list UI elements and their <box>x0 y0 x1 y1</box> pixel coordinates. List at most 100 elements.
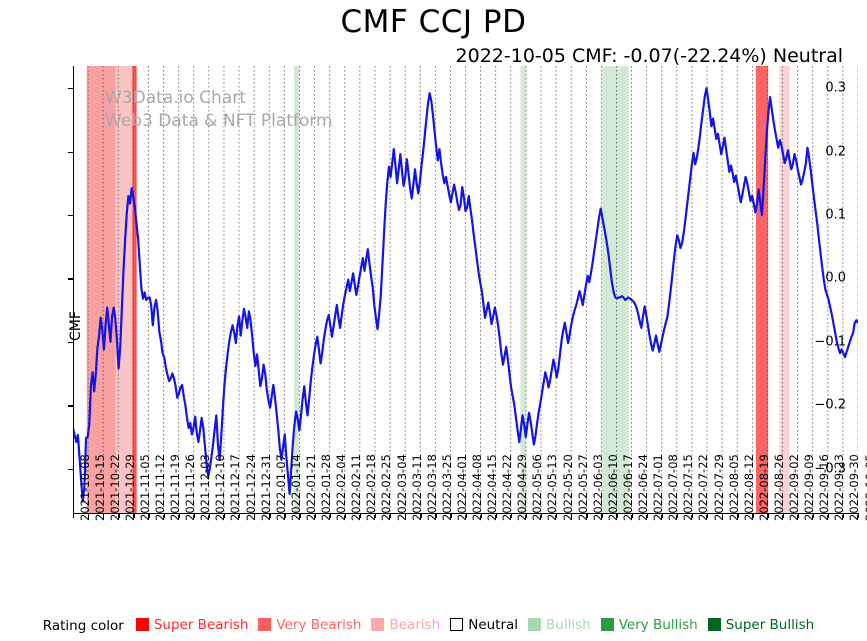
x-tick-label: 2022-08-12 <box>741 454 756 521</box>
x-tick-label: 2022-02-25 <box>379 454 394 521</box>
x-tick-label: 2021-12-24 <box>243 454 258 521</box>
legend-item[interactable]: Very Bullish <box>600 616 698 633</box>
legend-item-label: Super Bearish <box>153 616 249 633</box>
x-tick-label: 2021-10-08 <box>77 454 92 521</box>
y-tick-label: −0.1 <box>814 334 846 350</box>
y-axis-spine <box>73 66 75 513</box>
chart-subtitle-readout: 2022-10-05 CMF: -0.07(-22.24%) Neutral <box>455 45 843 67</box>
y-tick-label: 0.1 <box>825 207 846 223</box>
x-tick-mark <box>420 513 422 518</box>
x-tick-mark <box>344 513 347 518</box>
x-tick-label: 2022-06-17 <box>620 454 635 521</box>
x-tick-mark <box>691 513 694 518</box>
x-tick-mark <box>299 513 301 518</box>
x-tick-mark <box>193 513 196 518</box>
x-tick-mark <box>435 513 437 518</box>
y-tick-label: 0.0 <box>825 270 846 286</box>
x-tick-mark <box>676 513 679 518</box>
x-tick-mark <box>601 513 603 518</box>
x-tick-mark <box>239 513 241 518</box>
legend-item[interactable]: Bearish <box>371 617 440 633</box>
x-tick-label: 2022-06-03 <box>590 454 605 521</box>
x-tick-mark <box>782 513 784 518</box>
x-tick-label: 2022-08-05 <box>726 454 741 521</box>
x-tick-mark <box>254 513 256 518</box>
x-tick-mark <box>450 513 452 518</box>
legend-swatch-icon <box>707 618 721 632</box>
x-tick-mark <box>556 513 558 518</box>
y-tick-mark <box>68 468 73 470</box>
x-tick-mark <box>284 513 286 518</box>
rating-color-legend: Rating color Super Bearish Very Bearish Be… <box>0 613 867 639</box>
x-tick-mark <box>390 513 392 518</box>
x-tick-mark <box>858 513 860 518</box>
legend-item-label: Very Bearish <box>276 616 362 633</box>
legend-item[interactable]: Super Bullish <box>707 617 814 633</box>
x-tick-label: 2022-03-04 <box>394 454 409 521</box>
x-tick-mark <box>133 513 135 518</box>
x-tick-label: 2022-06-24 <box>636 454 651 521</box>
x-tick-mark <box>480 513 482 518</box>
x-tick-label: 2022-05-27 <box>575 454 590 521</box>
x-tick-mark <box>148 513 150 518</box>
x-tick-mark <box>646 513 648 518</box>
y-tick-mark <box>68 341 73 344</box>
legend-item-label: Bearish <box>389 616 441 633</box>
x-tick-label: 2021-10-15 <box>92 454 107 521</box>
x-tick-label: 2022-04-15 <box>485 454 500 521</box>
x-tick-mark <box>812 513 814 518</box>
page-title: CMF CCJ PD <box>340 4 527 40</box>
x-tick-mark <box>797 513 799 518</box>
y-axis-label: CMF <box>68 311 84 341</box>
x-tick-mark <box>495 513 497 518</box>
x-tick-mark <box>359 513 362 518</box>
x-tick-mark <box>510 513 513 518</box>
x-tick-label: 2021-11-05 <box>137 454 152 521</box>
x-tick-label: 2022-02-18 <box>364 454 379 521</box>
x-tick-label: 2022-08-19 <box>756 454 771 521</box>
x-tick-label: 2022-05-20 <box>560 454 575 521</box>
x-tick-label: 2022-09-30 <box>847 454 862 521</box>
x-tick-label: 2022-05-06 <box>530 454 545 521</box>
x-tick-mark <box>540 513 543 518</box>
legend-swatch-icon <box>258 618 272 632</box>
x-tick-label: 2022-07-15 <box>681 454 696 521</box>
legend-swatch-icon <box>450 618 464 632</box>
x-tick-mark <box>88 513 90 518</box>
legend-item[interactable]: Bullish <box>528 617 591 633</box>
legend-item[interactable]: Very Bearish <box>258 617 361 633</box>
rating-band <box>779 66 790 513</box>
x-tick-mark <box>103 513 105 518</box>
x-tick-label: 2022-08-26 <box>771 454 786 521</box>
y-tick-mark <box>68 215 73 217</box>
rating-band <box>293 66 300 513</box>
x-tick-mark <box>631 513 633 518</box>
legend-item-label: Very Bullish <box>618 616 698 633</box>
legend-item[interactable]: Neutral <box>450 617 518 633</box>
x-tick-mark <box>661 513 664 518</box>
legend-item[interactable]: Super Bearish <box>135 616 249 633</box>
rating-bands-group <box>86 66 790 513</box>
y-tick-label: −0.2 <box>814 397 846 413</box>
legend-swatch-icon <box>371 618 385 632</box>
x-tick-mark <box>374 513 377 518</box>
x-tick-label: 2021-12-31 <box>258 454 273 521</box>
x-tick-label: 2022-03-11 <box>409 454 424 521</box>
y-tick-mark <box>68 151 73 153</box>
x-tick-mark <box>163 513 165 518</box>
x-tick-label: 2022-04-29 <box>515 454 530 521</box>
x-tick-label: 2022-05-13 <box>545 454 560 521</box>
x-tick-mark <box>208 513 211 518</box>
plot-area: CMF 0.3 0.2 0.1 0.0 −0.1 −0.2 −0.3 2021-10-08 2… <box>68 66 867 521</box>
x-tick-label: 2022-09-23 <box>832 454 847 521</box>
x-tick-label: 2022-02-11 <box>349 454 364 521</box>
x-tick-label: 2022-04-22 <box>500 454 515 521</box>
y-tick-mark <box>68 88 73 90</box>
legend-item-label: Neutral <box>468 616 519 633</box>
x-tick-label: 2022-01-28 <box>319 454 334 521</box>
x-tick-mark <box>525 513 528 518</box>
x-tick-mark <box>571 513 573 518</box>
x-tick-mark <box>223 513 226 518</box>
x-tick-label: 2021-10-29 <box>122 454 137 521</box>
